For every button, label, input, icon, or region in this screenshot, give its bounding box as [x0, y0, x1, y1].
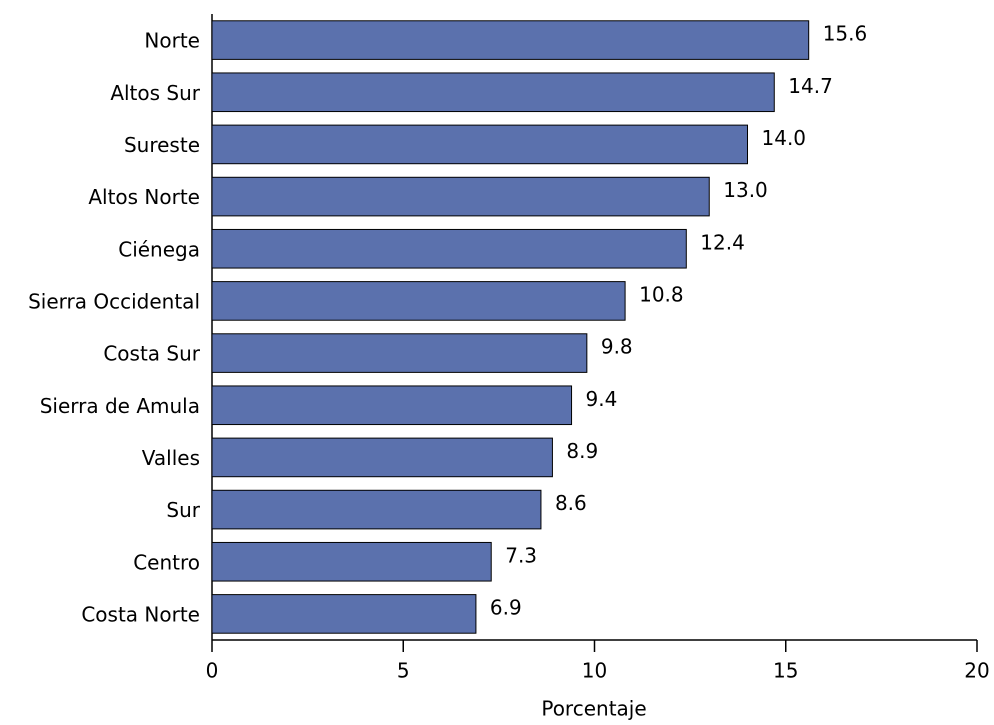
bar: [211, 281, 626, 321]
value-label: 14.0: [762, 126, 807, 150]
bar: [211, 228, 687, 269]
bar: [211, 72, 775, 113]
value-label: 15.6: [823, 22, 868, 46]
y-tick-label: Centro: [133, 550, 200, 574]
y-tick-label: Costa Norte: [81, 602, 200, 626]
y-tick-label: Altos Sur: [110, 81, 200, 105]
value-label: 9.8: [601, 335, 633, 359]
y-tick-label: Sierra Occidental: [28, 289, 200, 313]
bar: [211, 594, 477, 634]
y-tick-label: Sierra de Amula: [40, 394, 200, 418]
value-label: 8.9: [566, 439, 598, 463]
bar: [211, 176, 710, 217]
value-label: 14.7: [788, 74, 833, 98]
value-label: 12.4: [700, 230, 745, 254]
bar: [211, 20, 810, 60]
bar: [211, 541, 492, 582]
bar: [211, 385, 573, 426]
x-tick-label: 5: [397, 659, 410, 683]
y-tick-label: Ciénega: [118, 237, 200, 261]
x-axis-label: Porcentaje: [541, 697, 646, 721]
x-tick-label: 0: [206, 659, 219, 683]
x-tick-label: 15: [773, 659, 798, 683]
y-tick-label: Altos Norte: [88, 185, 200, 209]
y-tick-label: Norte: [144, 29, 200, 53]
y-tick-label: Valles: [142, 446, 200, 470]
value-label: 10.8: [639, 282, 684, 306]
bar: [211, 333, 588, 373]
value-label: 7.3: [505, 543, 537, 567]
value-label: 9.4: [586, 387, 618, 411]
value-label: 13.0: [723, 178, 768, 202]
bar: [211, 124, 748, 165]
bar: [211, 437, 553, 478]
y-tick-label: Sureste: [124, 133, 200, 157]
value-label: 8.6: [555, 491, 587, 515]
bar: [211, 489, 542, 530]
value-label: 6.9: [490, 595, 522, 619]
y-tick-label: Costa Sur: [103, 342, 200, 366]
x-tick-label: 10: [582, 659, 607, 683]
x-tick-label: 20: [964, 659, 989, 683]
y-tick-label: Sur: [166, 498, 200, 522]
